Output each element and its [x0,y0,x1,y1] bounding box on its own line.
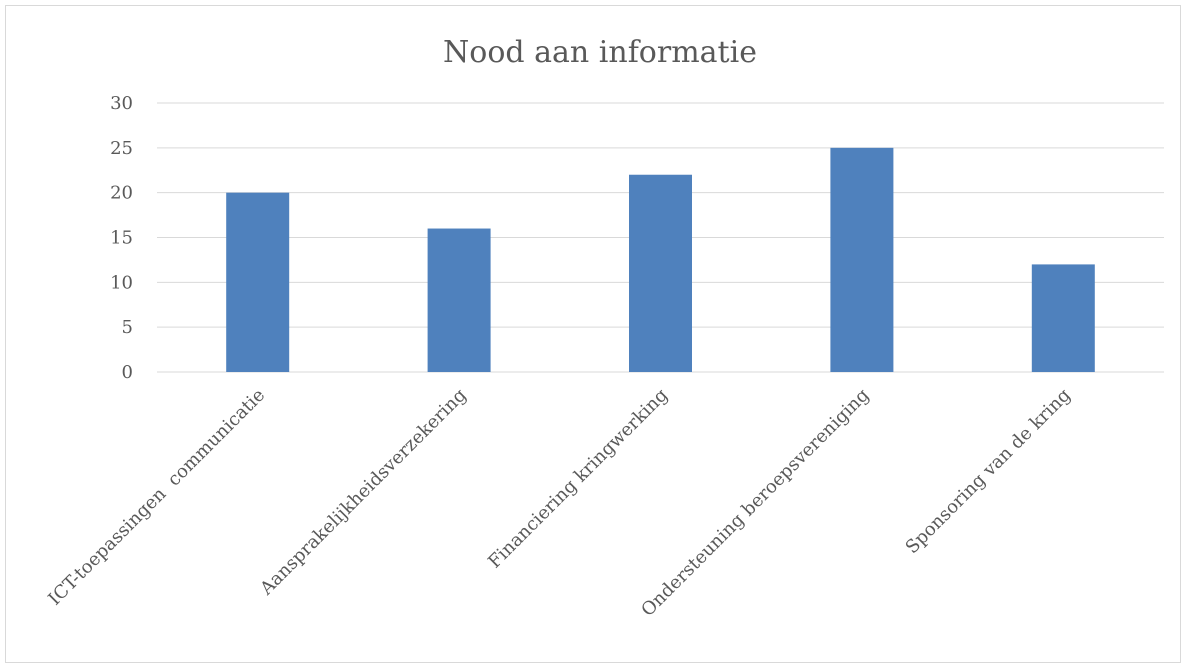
x-category-label: ICT-toepassingen communicatie [44,385,269,610]
bar [1031,264,1095,372]
x-category-label: Sponsoring van de kring [902,385,1075,558]
bar [629,174,692,372]
y-tick-label: 25 [110,138,133,159]
y-tick-label: 10 [110,272,133,293]
y-axis-ticks: 0 5 10 15 20 25 30 [110,93,133,383]
y-tick-label: 0 [122,362,133,383]
bar [830,147,894,372]
x-axis-labels: ICT-toepassingen communicatieAansprakeli… [44,385,1075,621]
y-tick-label: 15 [110,228,133,249]
x-category-label: Ondersteuning beroepsvereniging [637,385,873,621]
x-category-label: Financiering kringwerking [484,385,672,573]
x-category-label: Aansprakelijkheidsverzekering [255,385,470,600]
bars [226,147,1095,372]
y-tick-label: 30 [110,93,133,114]
bar [427,228,491,372]
y-tick-label: 5 [122,317,133,338]
chart-title: Nood aan informatie [443,35,757,70]
bar [226,192,290,372]
y-tick-label: 20 [110,183,133,204]
chart-frame [5,5,1181,663]
